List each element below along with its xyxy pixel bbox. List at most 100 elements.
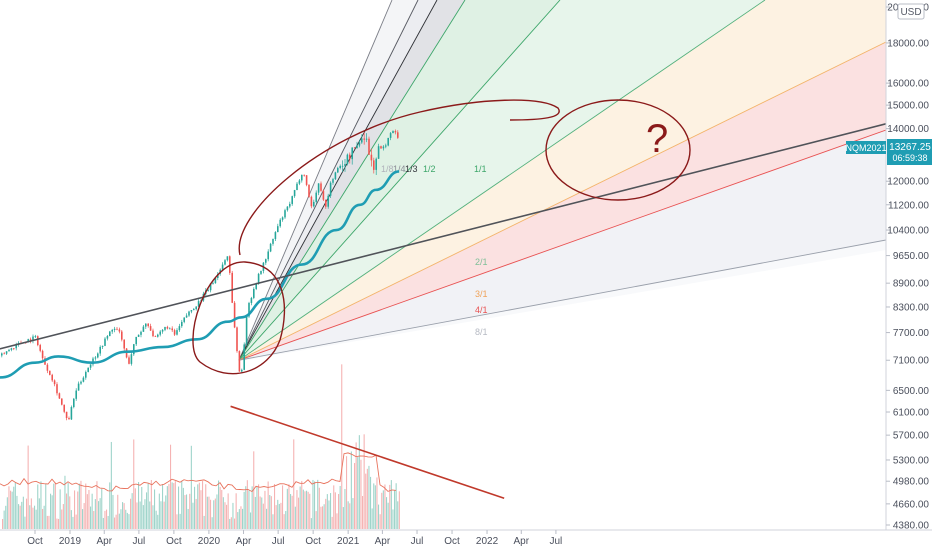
- volume-bar: [125, 509, 127, 529]
- candle-body: [49, 370, 51, 375]
- gann-fan-zone: [238, 0, 886, 361]
- candle-body: [332, 179, 334, 183]
- y-tick-label: 7100.00: [893, 356, 930, 367]
- time-axis[interactable]: Oct 2019 Apr Jul Oct 2020 Apr Jul Oct 2021 Apr Jul O…: [0, 529, 932, 550]
- volume-bar: [45, 483, 47, 529]
- y-tick-label: 15000.00: [887, 101, 929, 112]
- volume-bar: [258, 484, 260, 529]
- candle-body: [293, 190, 296, 197]
- y-tick-label: 5300.00: [893, 455, 930, 466]
- annotation-circle[interactable]: [192, 261, 286, 375]
- volume-bar: [277, 499, 279, 529]
- overlays[interactable]: ?: [0, 99, 886, 500]
- volume-bar: [106, 509, 108, 529]
- volume-bar: [288, 484, 290, 529]
- currency-label: USD: [900, 7, 921, 18]
- volume-bar: [94, 499, 96, 529]
- currency-badge[interactable]: USD: [897, 3, 925, 20]
- volume-bar: [122, 502, 124, 529]
- candle-body: [195, 306, 197, 310]
- candle-body: [233, 302, 236, 328]
- y-tick-label: 11200.00: [888, 200, 929, 211]
- gann-fan[interactable]: 1/8 1/4 1/3 1/2 1/1 2/1 3/1 4/1 8/1: [238, 0, 886, 362]
- volume-bar: [328, 500, 330, 529]
- candle-body: [154, 336, 157, 337]
- candle-body: [279, 219, 281, 227]
- candle-body: [284, 210, 286, 218]
- candle-body: [368, 138, 370, 155]
- volume-bar: [299, 486, 301, 529]
- candle-body: [157, 334, 159, 337]
- volume-bar: [173, 483, 175, 529]
- volume-bar: [339, 485, 341, 529]
- candle-body: [370, 154, 373, 161]
- volume-bar: [274, 484, 276, 529]
- candle-body: [116, 328, 118, 330]
- gann-fan-ray: [238, 41, 886, 361]
- volume-bar: [301, 480, 303, 529]
- volume-bar: [294, 506, 296, 529]
- candle-body: [255, 283, 257, 289]
- volume-bar: [162, 484, 164, 529]
- annotation-circle[interactable]: [545, 99, 691, 201]
- volume-bar: [344, 488, 346, 529]
- candle-body: [5, 351, 8, 354]
- volume-bar: [290, 494, 292, 529]
- candle-body: [257, 273, 260, 284]
- y-tick-label: 4660.00: [893, 499, 930, 510]
- volume-bar: [155, 510, 157, 529]
- volume-bar: [379, 514, 381, 529]
- candle-body: [56, 384, 58, 394]
- volume-bar: [253, 451, 255, 529]
- volume-bar: [42, 508, 44, 529]
- x-tick-label: 2022: [476, 536, 499, 547]
- volume-bar: [117, 494, 119, 529]
- volume-bar: [29, 505, 31, 529]
- candle-body: [161, 329, 164, 332]
- candle-body: [385, 145, 387, 147]
- volume-trendline[interactable]: [230, 405, 505, 500]
- volume-bar: [286, 488, 288, 529]
- x-tick-label: Apr: [96, 536, 112, 547]
- gann-fan-label: 1/2: [423, 164, 436, 174]
- volume-bar: [373, 483, 375, 529]
- volume-bar: [206, 496, 208, 529]
- volume-bar: [362, 495, 364, 529]
- candle-body: [320, 183, 322, 191]
- volume-bar: [376, 477, 378, 529]
- gann-fan-ray: [238, 0, 466, 361]
- price-axis[interactable]: 20000.0018000.0016000.0015000.0014000.00…: [885, 0, 932, 532]
- candlestick-series: [1, 129, 399, 421]
- volume-bar: [280, 502, 282, 529]
- volume-bar: [202, 481, 204, 529]
- volume-bar: [51, 495, 53, 529]
- candle-body: [365, 138, 368, 140]
- volume-bar: [171, 482, 173, 529]
- volume-bar: [168, 483, 170, 529]
- volume-bar: [357, 457, 359, 529]
- volume-bar: [264, 490, 266, 529]
- candle-body: [253, 288, 255, 298]
- candle-body: [82, 377, 85, 382]
- volume-bar: [114, 517, 116, 529]
- candle-body: [356, 145, 358, 149]
- candle-body: [166, 326, 169, 329]
- volume-bar: [302, 489, 304, 529]
- volume-bar: [320, 506, 322, 529]
- candle-body: [32, 336, 34, 341]
- candle-body: [193, 309, 195, 311]
- candle-body: [291, 196, 293, 204]
- annotation-curve[interactable]: [238, 99, 560, 256]
- volume-bar: [179, 513, 181, 529]
- y-tick-label: 14000.00: [887, 124, 929, 135]
- volume-bar: [66, 493, 68, 529]
- volume-bar: [242, 508, 244, 529]
- candle-body: [315, 192, 317, 202]
- volume-bar: [40, 481, 42, 529]
- trendline[interactable]: [0, 123, 886, 350]
- y-tick-label: 9650.00: [893, 251, 930, 262]
- candle-body: [73, 398, 75, 408]
- candle-body: [380, 146, 382, 149]
